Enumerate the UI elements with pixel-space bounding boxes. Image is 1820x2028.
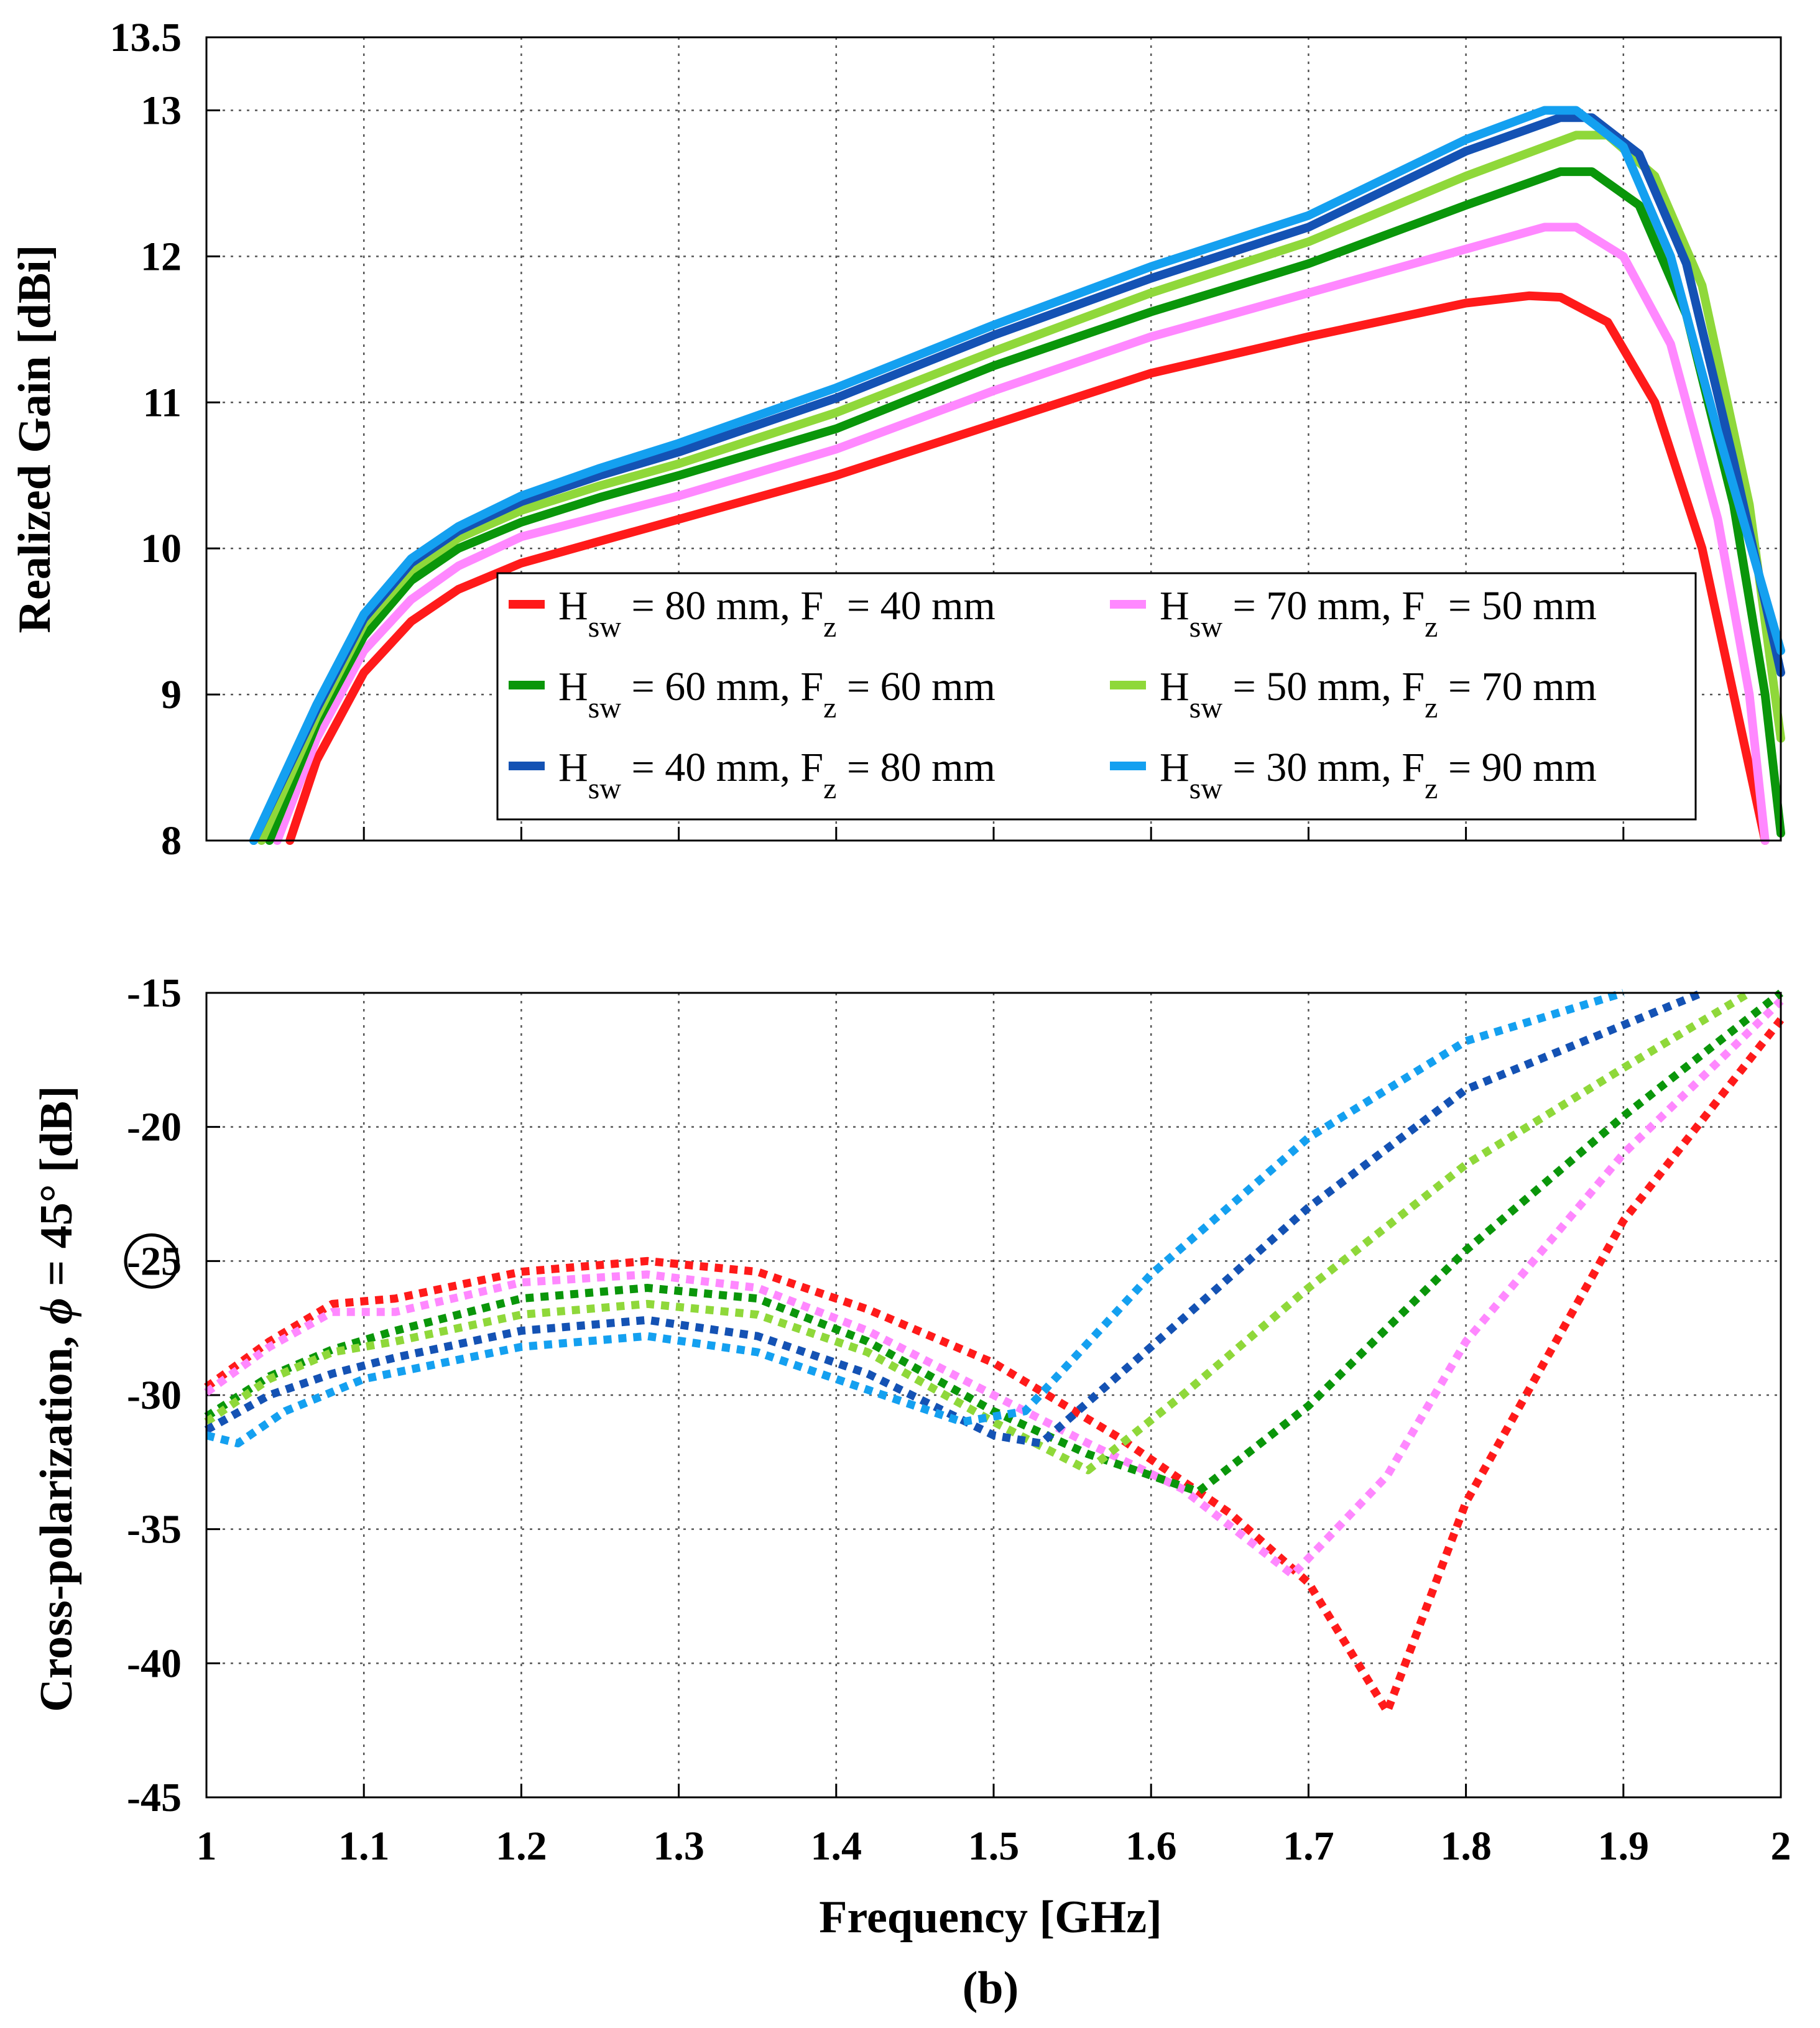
legend-sub-sw: sw (1189, 611, 1223, 643)
legend-h: H (1160, 745, 1189, 790)
legend-entry: Hsw = 80 mm, Fz = 40 mm (509, 583, 995, 643)
legend-sub-sw: sw (588, 611, 622, 643)
legend-label: Hsw = 70 mm, Fz = 50 mm (1160, 583, 1597, 643)
series-line-darkblue (204, 989, 1704, 1448)
legend-tail: = 60 mm (836, 664, 995, 709)
legend-mid: = 80 mm, F (621, 583, 823, 629)
legend-tail: = 50 mm (1438, 583, 1596, 629)
gain-plot-frame (205, 36, 1782, 842)
y-tick-label: 13 (141, 88, 182, 133)
legend: Hsw = 80 mm, Fz = 40 mm Hsw = 70 mm, Fz =… (496, 572, 1697, 821)
legend-sub-z: z (1425, 611, 1438, 643)
figure-label: (b) (963, 1963, 1019, 2014)
y-tick-label: 8 (161, 818, 182, 864)
series-line-pink (272, 223, 1770, 845)
legend-mid: = 60 mm, F (621, 664, 823, 709)
legend-entry: Hsw = 70 mm, Fz = 50 mm (1110, 583, 1597, 643)
crosspol-y-tick-labels: -45-40-35-30-25-20-15 (127, 970, 182, 1820)
legend-mid: = 30 mm, F (1222, 745, 1425, 790)
x-tick-labels: 1 1.1 1.2 1.3 1.4 1.5 1.6 1.7 1.8 1.9 2 (196, 1823, 1791, 1869)
x-tick-label: 1.8 (1440, 1823, 1492, 1869)
legend-mid: = 40 mm, F (621, 745, 823, 790)
y-tick-label: 9 (161, 672, 182, 717)
legend-sub-z: z (823, 772, 836, 805)
legend-entry: Hsw = 60 mm, Fz = 60 mm (509, 664, 995, 724)
x-tick-label: 1.2 (496, 1823, 547, 1869)
y-tick-label: -35 (127, 1507, 182, 1552)
legend-sub-sw: sw (588, 691, 622, 724)
crosspol-y-axis-label: Cross-polarization, ϕ = 45° [dB] (31, 1085, 82, 1712)
gain-series-lines (249, 106, 1785, 845)
crosspol-ylabel-before: Cross-polarization, (31, 1324, 82, 1712)
gain-y-tick-labels: 8 9 10 11 12 13 13.5 (110, 15, 182, 864)
y-tick-label: 13.5 (110, 15, 182, 60)
legend-sub-sw: sw (1189, 691, 1223, 724)
legend-h: H (558, 583, 588, 629)
x-tick-label: 1.6 (1125, 1823, 1177, 1869)
crosspol-series-lines (204, 989, 1785, 1716)
y-tick-label: 11 (143, 380, 182, 425)
legend-sub-sw: sw (588, 772, 622, 805)
legend-label: Hsw = 50 mm, Fz = 70 mm (1160, 664, 1597, 724)
series-line-red (285, 291, 1770, 845)
legend-label: Hsw = 30 mm, Fz = 90 mm (1160, 745, 1597, 805)
legend-h: H (558, 664, 588, 709)
legend-entry: Hsw = 30 mm, Fz = 90 mm (1110, 745, 1597, 805)
x-axis-label: Frequency [GHz] (819, 1892, 1162, 1943)
legend-entry: Hsw = 40 mm, Fz = 80 mm (509, 745, 995, 805)
legend-label: Hsw = 40 mm, Fz = 80 mm (558, 745, 995, 805)
legend-mid: = 50 mm, F (1222, 664, 1425, 709)
legend-h: H (1160, 583, 1189, 629)
y-tick-label: -40 (127, 1641, 182, 1686)
crosspol-grid (205, 992, 1782, 1799)
phi-symbol: ϕ (31, 1297, 82, 1324)
crosspol-plot-frame (205, 992, 1782, 1799)
legend-tail: = 70 mm (1438, 664, 1596, 709)
legend-tail: = 90 mm (1438, 745, 1596, 790)
legend-h: H (1160, 664, 1189, 709)
series-line-red (204, 1017, 1785, 1716)
series-line-lightblue (249, 106, 1785, 845)
legend-entries: Hsw = 80 mm, Fz = 40 mm Hsw = 70 mm, Fz =… (509, 583, 1597, 805)
y-tick-label: -30 (127, 1373, 182, 1418)
series-line-lightgreen (257, 131, 1785, 845)
y-tick-label: 10 (141, 526, 182, 571)
x-tick-label: 1 (196, 1823, 217, 1869)
legend-label: Hsw = 60 mm, Fz = 60 mm (558, 664, 995, 724)
gain-plot: 8 9 10 11 12 13 13.5 Realized Gain [dBi] Hsw =… (9, 15, 1785, 864)
legend-sub-z: z (823, 691, 836, 724)
legend-h: H (558, 745, 588, 790)
x-tick-label: 1.7 (1283, 1823, 1334, 1869)
y-tick-label: 12 (141, 234, 182, 279)
x-tick-label: 1.1 (338, 1823, 390, 1869)
series-line-lightgreen (204, 989, 1752, 1475)
x-tick-label: 1.9 (1598, 1823, 1650, 1869)
legend-sub-z: z (1425, 691, 1438, 724)
legend-sub-sw: sw (1189, 772, 1223, 805)
legend-label: Hsw = 80 mm, Fz = 40 mm (558, 583, 995, 643)
series-line-lightblue (205, 989, 1625, 1448)
y-tick-label: -45 (127, 1775, 182, 1820)
x-tick-label: 2 (1771, 1823, 1791, 1869)
y-tick-label: -15 (127, 970, 182, 1016)
legend-tail: = 40 mm (836, 583, 995, 629)
legend-sub-z: z (1425, 772, 1438, 805)
crosspol-ylabel-after: = 45° [dB] (31, 1085, 82, 1297)
series-line-green (204, 989, 1784, 1496)
legend-sub-z: z (823, 611, 836, 643)
crosspol-plot: -45-40-35-30-25-20-15 1 1.1 1.2 1.3 1.4 1.5 1.… (31, 970, 1791, 2014)
x-tick-label: 1.4 (811, 1823, 862, 1869)
x-tick-label: 1.3 (653, 1823, 704, 1869)
y-tick-label: -20 (127, 1105, 182, 1150)
legend-tail: = 80 mm (836, 745, 995, 790)
highlighted-tick-circle (124, 1233, 180, 1289)
legend-mid: = 70 mm, F (1222, 583, 1425, 629)
legend-entry: Hsw = 50 mm, Fz = 70 mm (1110, 664, 1597, 724)
legend-box (496, 572, 1697, 821)
x-tick-label: 1.5 (968, 1823, 1020, 1869)
gain-y-axis-label: Realized Gain [dBi] (9, 245, 60, 634)
series-line-pink (204, 998, 1784, 1579)
